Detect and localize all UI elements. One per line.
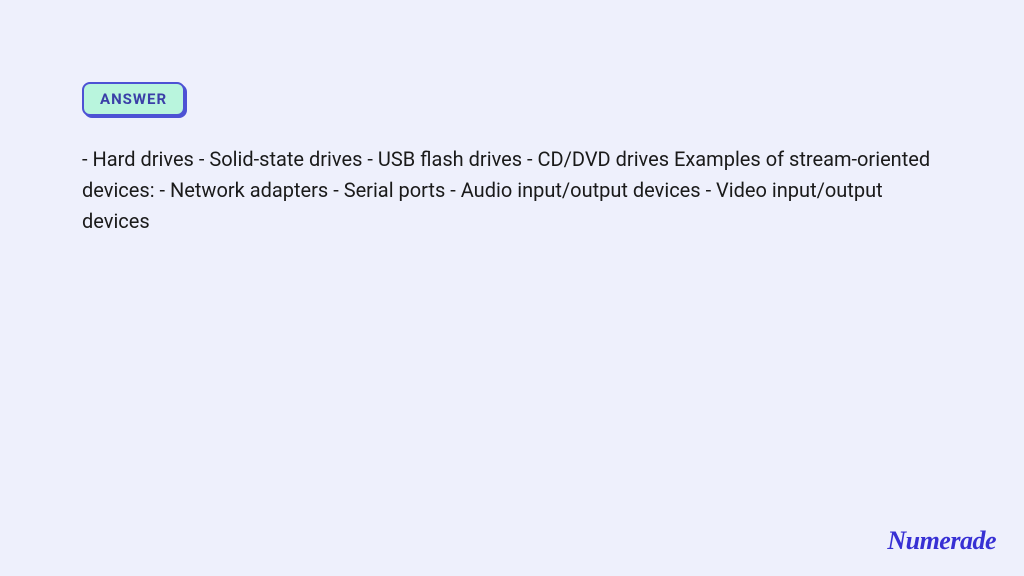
answer-text: - Hard drives - Solid-state drives - USB… [82,144,942,237]
answer-badge: ANSWER [82,82,185,116]
brand-logo: Numerade [887,526,996,556]
content-area: ANSWER - Hard drives - Solid-state drive… [0,0,1024,237]
